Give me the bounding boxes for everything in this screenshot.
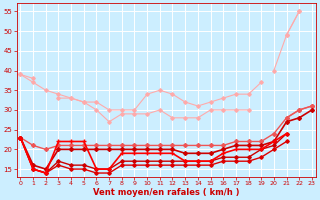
X-axis label: Vent moyen/en rafales ( km/h ): Vent moyen/en rafales ( km/h ) [93, 188, 239, 197]
